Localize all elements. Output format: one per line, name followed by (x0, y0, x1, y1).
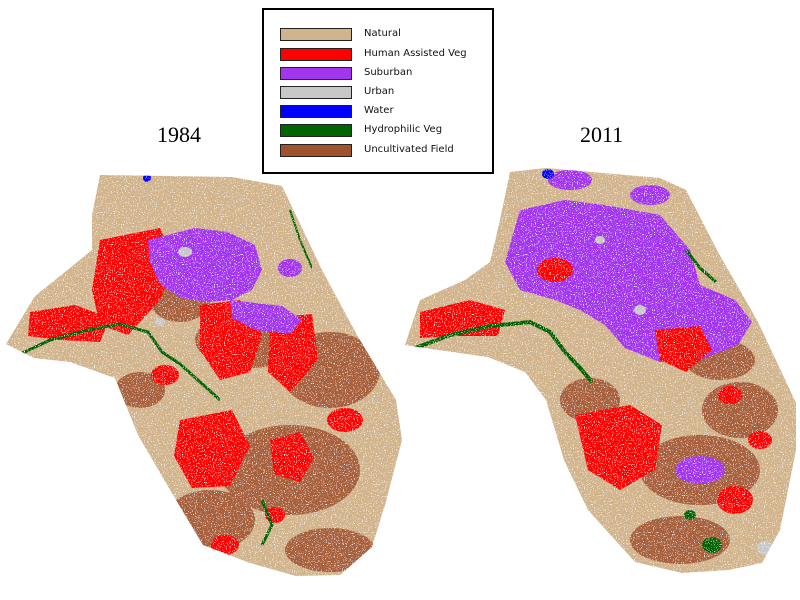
hydrophilic-veg-patches-2011 (684, 510, 722, 553)
map-1984-year-label: 1984 (157, 122, 201, 147)
suburban-1984 (148, 228, 302, 334)
legend-swatch-hydrophilic-veg (280, 124, 352, 137)
wash-hydrophilic-veg-1984 (260, 499, 274, 546)
legend-label-water: Water (364, 105, 394, 116)
legend-swatch-urban (280, 86, 352, 99)
river-hydrophilic-veg-1984 (11, 322, 222, 402)
creek-hydrophilic-veg-1984 (289, 209, 313, 269)
legend-label-suburban: Suburban (364, 67, 413, 78)
legend-swatch-human-assisted-veg (280, 48, 352, 61)
creek-hydrophilic-veg-2011 (684, 249, 717, 284)
legend-label-urban: Urban (364, 86, 395, 97)
land-cover-map-1984 (6, 175, 402, 576)
suburban-2011 (505, 170, 752, 484)
legend-swatch-uncultivated-field (280, 144, 352, 157)
urban-1984 (155, 247, 192, 326)
land-cover-map-2011 (405, 168, 796, 573)
human-assisted-veg-2011 (420, 258, 772, 514)
legend-swatch-suburban (280, 67, 352, 80)
map-legend: Natural Human Assisted Veg Suburban Urba… (262, 8, 494, 174)
legend-label-hydrophilic-veg: Hydrophilic Veg (364, 124, 443, 135)
legend-label-uncultivated-field: Uncultivated Field (364, 144, 454, 155)
legend-label-human-assisted-veg: Human Assisted Veg (364, 48, 467, 59)
map-2011-year-label: 2011 (580, 122, 624, 147)
legend-swatch-water (280, 105, 352, 118)
legend-label-natural: Natural (364, 28, 401, 39)
water-1984 (143, 175, 151, 182)
water-2011 (542, 169, 554, 179)
legend-swatch-natural (280, 28, 352, 41)
river-hydrophilic-veg-2011 (409, 319, 594, 384)
